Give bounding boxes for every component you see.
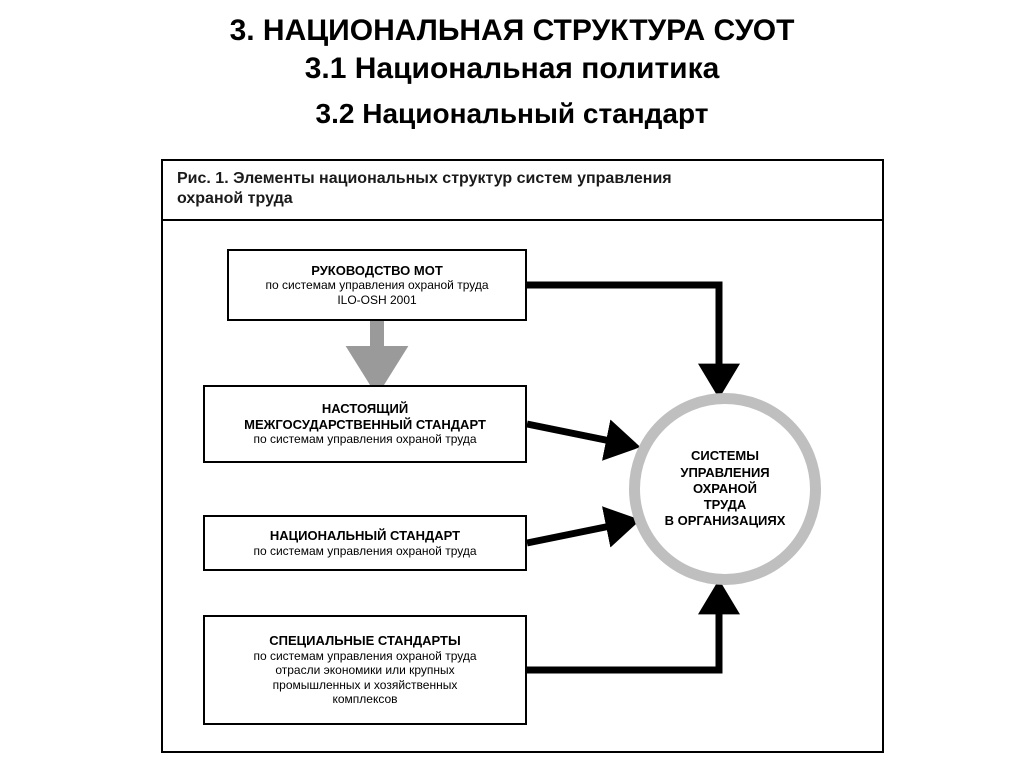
node-special-sub-3: комплексов bbox=[332, 692, 397, 706]
node-national-title: НАЦИОНАЛЬНЫЙ СТАНДАРТ bbox=[270, 528, 460, 544]
node-ilo-title: РУКОВОДСТВО МОТ bbox=[311, 263, 443, 279]
circle-line-2: ОХРАНОЙ bbox=[693, 481, 757, 497]
circle-line-1: УПРАВЛЕНИЯ bbox=[680, 465, 769, 481]
circle-line-0: СИСТЕМЫ bbox=[691, 448, 759, 464]
node-interstate-sub-0: по системам управления охраной труда bbox=[253, 432, 476, 446]
heading-sub2: 3.2 Национальный стандарт bbox=[0, 98, 1024, 130]
node-special-sub-2: промышленных и хозяйственных bbox=[273, 678, 458, 692]
diagram-area: РУКОВОДСТВО МОТпо системам управления ох… bbox=[163, 221, 882, 757]
figure-caption-line1: Рис. 1. Элементы национальных структур с… bbox=[177, 169, 868, 189]
edge-interstate-to-circle bbox=[527, 424, 635, 446]
figure-caption: Рис. 1. Элементы национальных структур с… bbox=[163, 161, 882, 221]
edge-ilo-to-circle bbox=[527, 285, 719, 393]
node-national-sub-0: по системам управления охраной труда bbox=[253, 544, 476, 558]
edge-special-to-circle bbox=[527, 585, 719, 670]
heading-main: 3. НАЦИОНАЛЬНАЯ СТРУКТУРА СУОТ bbox=[0, 0, 1024, 48]
figure-frame: Рис. 1. Элементы национальных структур с… bbox=[161, 159, 884, 753]
node-special-sub-0: по системам управления охраной труда bbox=[253, 649, 476, 663]
node-interstate-title: НАСТОЯЩИЙ МЕЖГОСУДАРСТВЕННЫЙ СТАНДАРТ bbox=[244, 401, 486, 432]
node-ilo: РУКОВОДСТВО МОТпо системам управления ох… bbox=[227, 249, 527, 321]
node-interstate: НАСТОЯЩИЙ МЕЖГОСУДАРСТВЕННЫЙ СТАНДАРТпо … bbox=[203, 385, 527, 463]
edge-national-to-circle bbox=[527, 521, 635, 543]
node-special-title: СПЕЦИАЛЬНЫЕ СТАНДАРТЫ bbox=[269, 633, 460, 649]
circle-line-3: ТРУДА bbox=[704, 497, 747, 513]
node-special: СПЕЦИАЛЬНЫЕ СТАНДАРТЫпо системам управле… bbox=[203, 615, 527, 725]
node-circle: СИСТЕМЫУПРАВЛЕНИЯОХРАНОЙТРУДАВ ОРГАНИЗАЦ… bbox=[629, 393, 821, 585]
figure-caption-line2: охраной труда bbox=[177, 189, 868, 209]
node-ilo-sub-0: по системам управления охраной труда bbox=[265, 278, 488, 292]
node-special-sub-1: отрасли экономики или крупных bbox=[275, 663, 454, 677]
heading-sub1: 3.1 Национальная политика bbox=[0, 52, 1024, 86]
node-ilo-sub-1: ILO-OSH 2001 bbox=[337, 293, 416, 307]
circle-line-4: В ОРГАНИЗАЦИЯХ bbox=[665, 513, 786, 529]
node-national: НАЦИОНАЛЬНЫЙ СТАНДАРТпо системам управле… bbox=[203, 515, 527, 571]
